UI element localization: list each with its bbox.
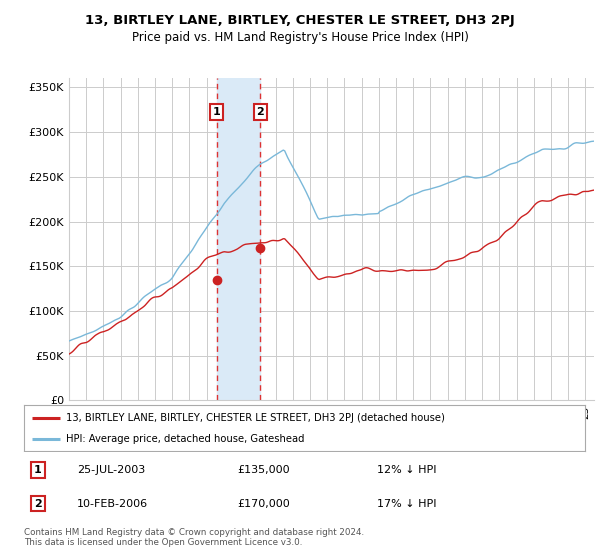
Text: 1: 1 bbox=[212, 107, 220, 117]
Text: £170,000: £170,000 bbox=[237, 499, 290, 508]
Bar bbox=[217, 78, 260, 400]
Text: 12% ↓ HPI: 12% ↓ HPI bbox=[377, 465, 437, 475]
Text: 13, BIRTLEY LANE, BIRTLEY, CHESTER LE STREET, DH3 2PJ (detached house): 13, BIRTLEY LANE, BIRTLEY, CHESTER LE ST… bbox=[66, 413, 445, 423]
Text: £135,000: £135,000 bbox=[237, 465, 290, 475]
Text: 10-FEB-2006: 10-FEB-2006 bbox=[77, 499, 148, 508]
Text: 1: 1 bbox=[34, 465, 42, 475]
Text: 13, BIRTLEY LANE, BIRTLEY, CHESTER LE STREET, DH3 2PJ: 13, BIRTLEY LANE, BIRTLEY, CHESTER LE ST… bbox=[85, 14, 515, 27]
Text: HPI: Average price, detached house, Gateshead: HPI: Average price, detached house, Gate… bbox=[66, 435, 305, 444]
Text: 17% ↓ HPI: 17% ↓ HPI bbox=[377, 499, 437, 508]
Text: 2: 2 bbox=[34, 499, 42, 508]
Text: 2: 2 bbox=[257, 107, 264, 117]
Text: Contains HM Land Registry data © Crown copyright and database right 2024.
This d: Contains HM Land Registry data © Crown c… bbox=[24, 528, 364, 547]
Text: Price paid vs. HM Land Registry's House Price Index (HPI): Price paid vs. HM Land Registry's House … bbox=[131, 31, 469, 44]
Text: 25-JUL-2003: 25-JUL-2003 bbox=[77, 465, 146, 475]
